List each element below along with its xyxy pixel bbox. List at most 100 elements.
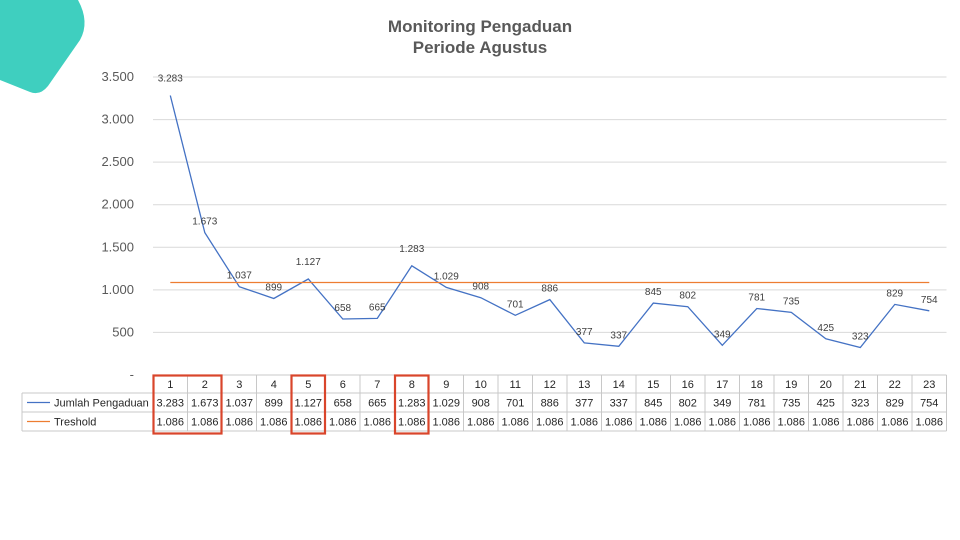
table-header-cell: 21 <box>854 379 866 391</box>
data-label: 658 <box>334 303 351 314</box>
data-label: 701 <box>507 299 524 310</box>
table-value-cell: 829 <box>886 398 904 410</box>
table-header-cell: 18 <box>751 379 763 391</box>
table-value-cell: 1.086 <box>812 417 840 429</box>
table-header-cell: 13 <box>578 379 590 391</box>
table-header-cell: 15 <box>647 379 659 391</box>
table-value-cell: 1.086 <box>294 417 322 429</box>
table-value-cell: 754 <box>920 398 938 410</box>
table-header-cell: 14 <box>613 379 625 391</box>
data-label: 1.037 <box>227 271 252 282</box>
data-label: 1.029 <box>434 271 459 282</box>
table-value-cell: 886 <box>541 398 559 410</box>
table-value-cell: 1.086 <box>881 417 909 429</box>
table-header-cell: 23 <box>923 379 935 391</box>
table-header-cell: 12 <box>544 379 556 391</box>
table-value-cell: 658 <box>334 398 352 410</box>
table-header-cell: 22 <box>889 379 901 391</box>
highlight-box <box>290 374 327 435</box>
table-header-cell: 20 <box>820 379 832 391</box>
data-label: 754 <box>921 295 938 306</box>
data-label: 3.283 <box>158 73 183 84</box>
table-header-cell: 7 <box>374 379 380 391</box>
table-header-cell: 9 <box>443 379 449 391</box>
table-header-cell: 3 <box>236 379 242 391</box>
data-label: 323 <box>852 331 869 342</box>
table-value-cell: 1.086 <box>467 417 495 429</box>
chart-title: Monitoring Pengaduan Periode Agustus <box>280 16 680 58</box>
y-tick-label: - <box>130 367 134 382</box>
data-label: 899 <box>265 282 282 293</box>
table-value-cell: 1.086 <box>708 417 736 429</box>
data-label: 349 <box>714 329 731 340</box>
data-label: 802 <box>679 291 696 302</box>
corner-decoration <box>0 0 85 94</box>
y-tick-label: 3.500 <box>101 69 134 84</box>
highlight-box <box>393 374 430 435</box>
table-header-cell: 5 <box>305 379 311 391</box>
table-header-cell: 10 <box>475 379 487 391</box>
y-tick-label: 3.000 <box>101 112 134 127</box>
y-tick-label: 1.500 <box>101 239 134 254</box>
table-header-cell: 6 <box>340 379 346 391</box>
table-header-cell: 16 <box>682 379 694 391</box>
table-header-cell: 19 <box>785 379 797 391</box>
table-value-cell: 323 <box>851 398 869 410</box>
table-value-cell: 1.086 <box>743 417 771 429</box>
data-label: 425 <box>817 323 834 334</box>
series-line <box>169 95 930 349</box>
table-value-cell: 899 <box>265 398 283 410</box>
table-value-cell: 1.086 <box>846 417 874 429</box>
chart-title-line-2: Periode Agustus <box>412 38 548 57</box>
y-tick-label: 2.500 <box>101 154 134 169</box>
table-value-cell: 1.086 <box>260 417 288 429</box>
table-value-cell: 1.086 <box>329 417 357 429</box>
table-value-cell: 425 <box>817 398 835 410</box>
data-label: 377 <box>576 327 593 338</box>
table-value-cell: 1.086 <box>501 417 529 429</box>
table-value-cell: 1.086 <box>191 417 219 429</box>
legend-label: Treshold <box>54 417 96 429</box>
chart-title-line-1: Monitoring Pengaduan <box>387 17 573 36</box>
data-label: 735 <box>783 296 800 307</box>
table-value-cell: 1.086 <box>915 417 943 429</box>
table-value-cell: 1.283 <box>398 398 426 410</box>
table-value-cell: 1.037 <box>225 398 253 410</box>
table-value-cell: 665 <box>368 398 386 410</box>
table-value-cell: 337 <box>610 398 628 410</box>
table-value-cell: 845 <box>644 398 662 410</box>
table-value-cell: 1.086 <box>639 417 667 429</box>
data-label: 337 <box>610 330 627 341</box>
table-value-cell: 1.086 <box>156 417 184 429</box>
table-value-cell: 908 <box>472 398 490 410</box>
table-value-cell: 701 <box>506 398 524 410</box>
table-header-cell: 2 <box>202 379 208 391</box>
data-label: 829 <box>886 288 903 299</box>
highlight-box <box>152 374 223 435</box>
data-label: 665 <box>369 302 386 313</box>
data-label: 908 <box>472 282 489 293</box>
table-value-cell: 1.673 <box>191 398 219 410</box>
data-label: 1.673 <box>192 217 217 228</box>
data-label: 1.127 <box>296 257 321 268</box>
table-value-cell: 1.086 <box>570 417 598 429</box>
data-label: 886 <box>541 284 558 295</box>
table-value-cell: 1.086 <box>605 417 633 429</box>
table-value-cell: 349 <box>713 398 731 410</box>
table-value-cell: 377 <box>575 398 593 410</box>
table-value-cell: 781 <box>748 398 766 410</box>
y-tick-label: 500 <box>112 324 134 339</box>
table-value-cell: 1.086 <box>777 417 805 429</box>
table-header-cell: 8 <box>409 379 415 391</box>
table-value-cell: 1.029 <box>432 398 460 410</box>
table-value-cell: 1.086 <box>363 417 391 429</box>
table-header-cell: 11 <box>510 379 521 391</box>
data-label: 845 <box>645 287 662 298</box>
table-value-cell: 1.086 <box>674 417 702 429</box>
data-label: 781 <box>748 293 765 304</box>
table-value-cell: 735 <box>782 398 800 410</box>
table-value-cell: 1.086 <box>536 417 564 429</box>
y-tick-label: 1.000 <box>101 282 134 297</box>
table-header-cell: 1 <box>167 379 173 391</box>
